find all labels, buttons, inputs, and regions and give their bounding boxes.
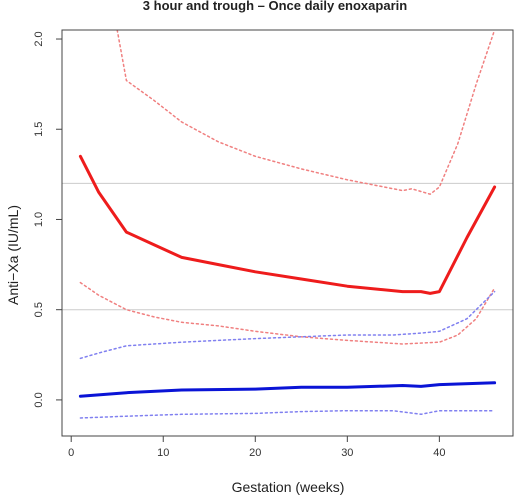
series-line-3 — [79, 281, 496, 345]
plot-area: 0 10 20 30 40 0.0 0.5 1.0 1.5 2.0 — [33, 29, 514, 459]
y-tick-label: 2.0 — [33, 31, 45, 46]
series-line-1 — [78, 154, 497, 295]
x-axis-label: Gestation (weeks) — [232, 479, 345, 495]
y-axis-label: Anti−Xa (IU/mL) — [5, 205, 21, 305]
x-tick-label: 20 — [249, 447, 261, 459]
x-tick-label: 40 — [433, 447, 445, 459]
y-tick-label: 0.0 — [33, 392, 45, 407]
series-line-6 — [79, 409, 496, 419]
y-tick-label: 1.0 — [33, 212, 45, 227]
x-tick-label: 10 — [157, 447, 169, 459]
y-tick-label: 1.5 — [33, 122, 45, 137]
series-line-5 — [79, 290, 496, 360]
plot-frame — [61, 29, 514, 437]
series-line-4 — [78, 381, 497, 398]
series-group — [78, 30, 497, 419]
y-tick-label: 0.5 — [33, 302, 45, 317]
series-line-2 — [116, 30, 496, 195]
x-tick-label: 30 — [341, 447, 353, 459]
x-tick-label: 0 — [68, 447, 74, 459]
chart-title: 3 hour and trough – Once daily enoxapari… — [143, 0, 407, 13]
